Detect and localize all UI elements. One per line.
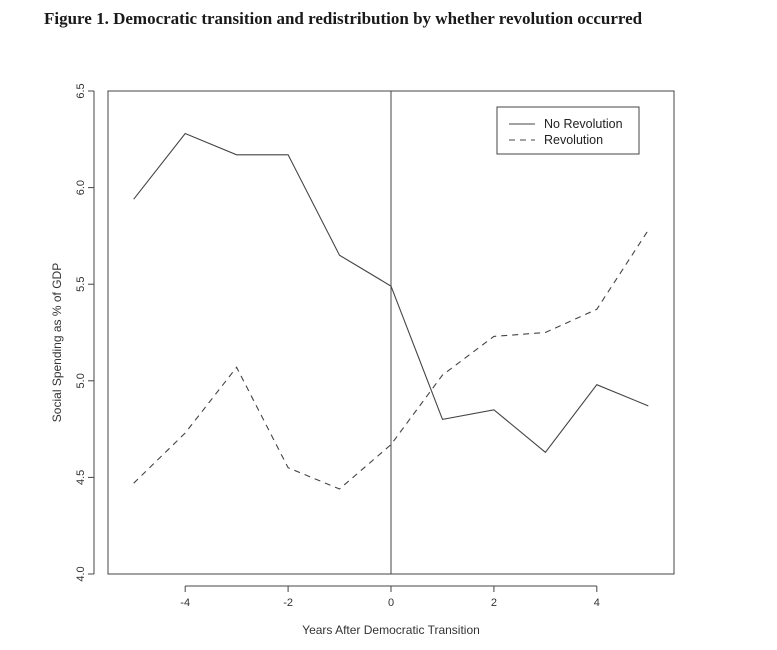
- x-tick-label: 4: [594, 597, 600, 609]
- y-tick-label: 5.0: [75, 373, 87, 388]
- figure-title: Figure 1. Democratic transition and redi…: [44, 9, 643, 28]
- y-axis-title: Social Spending as % of GDP: [50, 263, 64, 422]
- legend-label: No Revolution: [544, 117, 623, 131]
- plot-area: [107, 90, 675, 575]
- x-tick-label: 2: [491, 597, 497, 609]
- y-tick-label: 4.0: [75, 566, 87, 581]
- legend-box: [496, 106, 640, 155]
- x-axis-title: Years After Democratic Transition: [302, 623, 480, 637]
- y-tick-label: 6.5: [75, 83, 87, 98]
- legend: No Revolution Revolution: [496, 106, 640, 155]
- series-lines: [133, 132, 649, 490]
- y-tick-label: 5.5: [75, 277, 87, 292]
- x-tick-label: 0: [388, 597, 394, 609]
- y-tick-label: 4.5: [75, 470, 87, 485]
- x-tick-label: -4: [180, 597, 190, 609]
- x-tick-label: -2: [283, 597, 293, 609]
- y-tick-label: 6.0: [75, 180, 87, 195]
- axes: 4.0 4.5 5.0 5.5 6.0 6.5 -4 -2 0 2 4 Years After Dem…: [50, 83, 600, 637]
- legend-label: Revolution: [544, 133, 603, 147]
- series-line-no-revolution: [133, 132, 649, 454]
